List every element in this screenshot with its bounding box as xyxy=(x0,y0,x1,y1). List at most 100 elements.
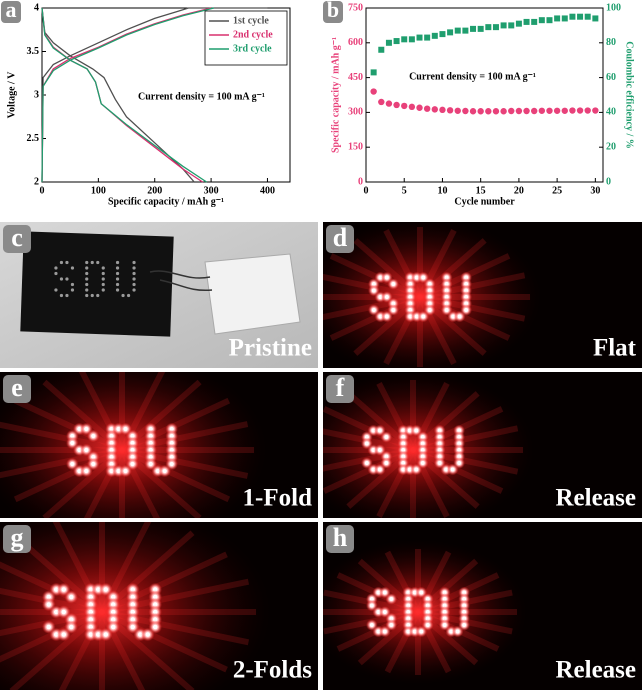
y2-tick-label: 40 xyxy=(606,107,616,118)
panel-letter-box xyxy=(1,1,21,23)
led xyxy=(65,277,69,281)
efficiency-point xyxy=(393,38,400,45)
photo-content xyxy=(323,222,642,368)
light-ray xyxy=(323,589,513,635)
led xyxy=(101,271,105,276)
x-tick-label: 20 xyxy=(514,185,524,196)
panel-caption: 2-Folds xyxy=(233,657,312,684)
efficiency-point xyxy=(485,24,492,31)
light-ray xyxy=(376,382,450,518)
led xyxy=(121,293,125,298)
panel-letter: h xyxy=(333,523,348,552)
light-ray xyxy=(323,272,526,321)
foil xyxy=(204,253,301,335)
x-tick-label: 5 xyxy=(402,185,407,196)
light-ray xyxy=(323,589,513,635)
led xyxy=(54,288,58,292)
cycle-line xyxy=(41,7,215,183)
efficiency-point xyxy=(554,15,561,22)
annotation: Current density = 100 mA g⁻¹ xyxy=(138,91,265,102)
y-tick-label: 150 xyxy=(348,141,363,152)
led xyxy=(101,282,105,287)
led xyxy=(101,266,105,270)
led xyxy=(96,260,100,265)
led xyxy=(85,288,89,292)
x-tick-label: 200 xyxy=(147,185,162,196)
efficiency-point xyxy=(569,13,576,20)
led xyxy=(54,266,58,270)
led xyxy=(384,461,389,465)
led xyxy=(59,277,64,281)
x-tick-label: 25 xyxy=(552,185,562,196)
led xyxy=(91,461,96,467)
light-ray xyxy=(9,530,195,690)
light-ray xyxy=(13,397,231,503)
efficiency-point xyxy=(531,18,538,25)
capacity-point xyxy=(508,107,515,115)
panel-caption: Flat xyxy=(593,335,637,362)
led xyxy=(457,314,462,319)
led xyxy=(169,461,174,467)
light-ray xyxy=(0,561,228,673)
light-ray xyxy=(0,421,249,479)
light-ray xyxy=(329,253,511,341)
light-ray xyxy=(52,522,146,690)
wires xyxy=(149,270,213,292)
led xyxy=(377,467,382,472)
capacity-point xyxy=(553,107,561,114)
led xyxy=(382,590,387,595)
led xyxy=(414,428,419,433)
cycle-line xyxy=(41,7,268,183)
led xyxy=(61,587,66,592)
light-ray xyxy=(0,551,228,663)
light-ray xyxy=(42,379,202,518)
efficiency-point xyxy=(515,20,522,27)
capacity-point xyxy=(538,107,546,114)
y-tick-label: 3 xyxy=(34,89,39,100)
led xyxy=(103,587,108,592)
led xyxy=(462,623,467,627)
y-tick-label: 4 xyxy=(34,2,39,13)
light-ray xyxy=(336,572,500,652)
capacity-point xyxy=(569,107,576,114)
led xyxy=(130,461,135,467)
led xyxy=(85,293,89,298)
y2-tick-label: 80 xyxy=(606,37,616,48)
light-ray xyxy=(78,372,161,518)
led xyxy=(369,623,374,627)
x-tick-label: 15 xyxy=(476,185,486,196)
capacity-point xyxy=(378,98,385,106)
efficiency-point xyxy=(546,17,553,24)
light-ray xyxy=(323,428,519,475)
photo-content xyxy=(0,372,318,518)
led xyxy=(384,295,389,299)
led xyxy=(132,271,136,276)
led xyxy=(384,275,389,280)
y-tick-label: 3.5 xyxy=(27,46,40,57)
panel-letter-box xyxy=(3,525,31,553)
y-tick-label: 0 xyxy=(358,176,363,187)
led xyxy=(384,435,389,439)
y2-tick-label: 0 xyxy=(606,176,611,187)
photo-panel: c Pristine xyxy=(0,222,318,368)
light-ray xyxy=(323,406,504,494)
led xyxy=(111,624,116,630)
efficiency-point xyxy=(385,39,392,46)
x-tick-label: 30 xyxy=(590,185,600,196)
light-ray xyxy=(323,425,519,472)
efficiency-point xyxy=(439,31,446,38)
capacity-point xyxy=(401,102,408,110)
led xyxy=(382,610,387,614)
y2-tick-label: 60 xyxy=(606,72,616,83)
led xyxy=(148,461,153,467)
capacity-point xyxy=(385,100,393,107)
light-ray xyxy=(346,391,480,509)
light-ray xyxy=(357,558,479,666)
capacity-point xyxy=(416,104,423,111)
photo-content xyxy=(323,372,642,518)
led xyxy=(90,260,94,265)
light-ray xyxy=(0,578,250,637)
photo-content xyxy=(323,522,642,690)
light-ray xyxy=(384,550,452,674)
led xyxy=(421,275,426,280)
